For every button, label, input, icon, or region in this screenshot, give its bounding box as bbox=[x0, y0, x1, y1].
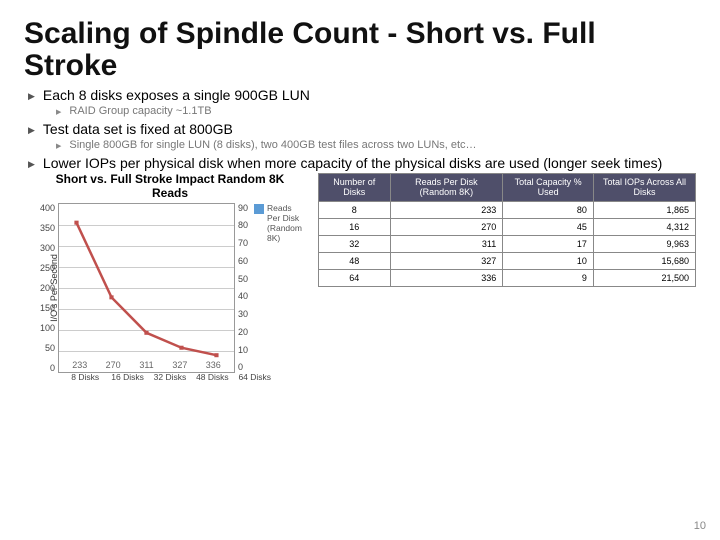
bar-line-chart: Short vs. Full Stroke Impact Random 8K R… bbox=[40, 173, 300, 382]
plot-area: 233270311327336 bbox=[58, 203, 235, 373]
bullet-2-text: Test data set is fixed at 800GB bbox=[43, 121, 233, 137]
bullet-1: ▶Each 8 disks exposes a single 900GB LUN bbox=[24, 87, 696, 103]
bullet-1-1: ▶RAID Group capacity ~1.1TB bbox=[52, 105, 696, 117]
slide-title: Scaling of Spindle Count - Short vs. Ful… bbox=[24, 18, 696, 81]
data-table: Number of DisksReads Per Disk (Random 8K… bbox=[318, 173, 696, 287]
chart-title: Short vs. Full Stroke Impact Random 8K R… bbox=[40, 173, 300, 201]
page-number: 10 bbox=[694, 520, 706, 532]
bullet-1-text: Each 8 disks exposes a single 900GB LUN bbox=[43, 87, 310, 103]
bullet-2-1-text: Single 800GB for single LUN (8 disks), t… bbox=[69, 139, 476, 151]
y-axis-right-ticks: 9080706050403020100 bbox=[235, 203, 248, 373]
bullet-1-1-text: RAID Group capacity ~1.1TB bbox=[69, 105, 211, 117]
legend-bar-label: Reads Per Disk (Random 8K) bbox=[267, 203, 302, 244]
chart-legend: Reads Per Disk (Random 8K) bbox=[254, 203, 300, 373]
x-axis-labels: 8 Disks16 Disks32 Disks48 Disks64 Disks bbox=[64, 373, 276, 382]
bullet-3-text: Lower IOPs per physical disk when more c… bbox=[43, 155, 662, 171]
bullet-2-1: ▶Single 800GB for single LUN (8 disks), … bbox=[52, 139, 696, 151]
bullet-2: ▶Test data set is fixed at 800GB bbox=[24, 121, 696, 137]
bullet-3: ▶Lower IOPs per physical disk when more … bbox=[24, 155, 696, 171]
